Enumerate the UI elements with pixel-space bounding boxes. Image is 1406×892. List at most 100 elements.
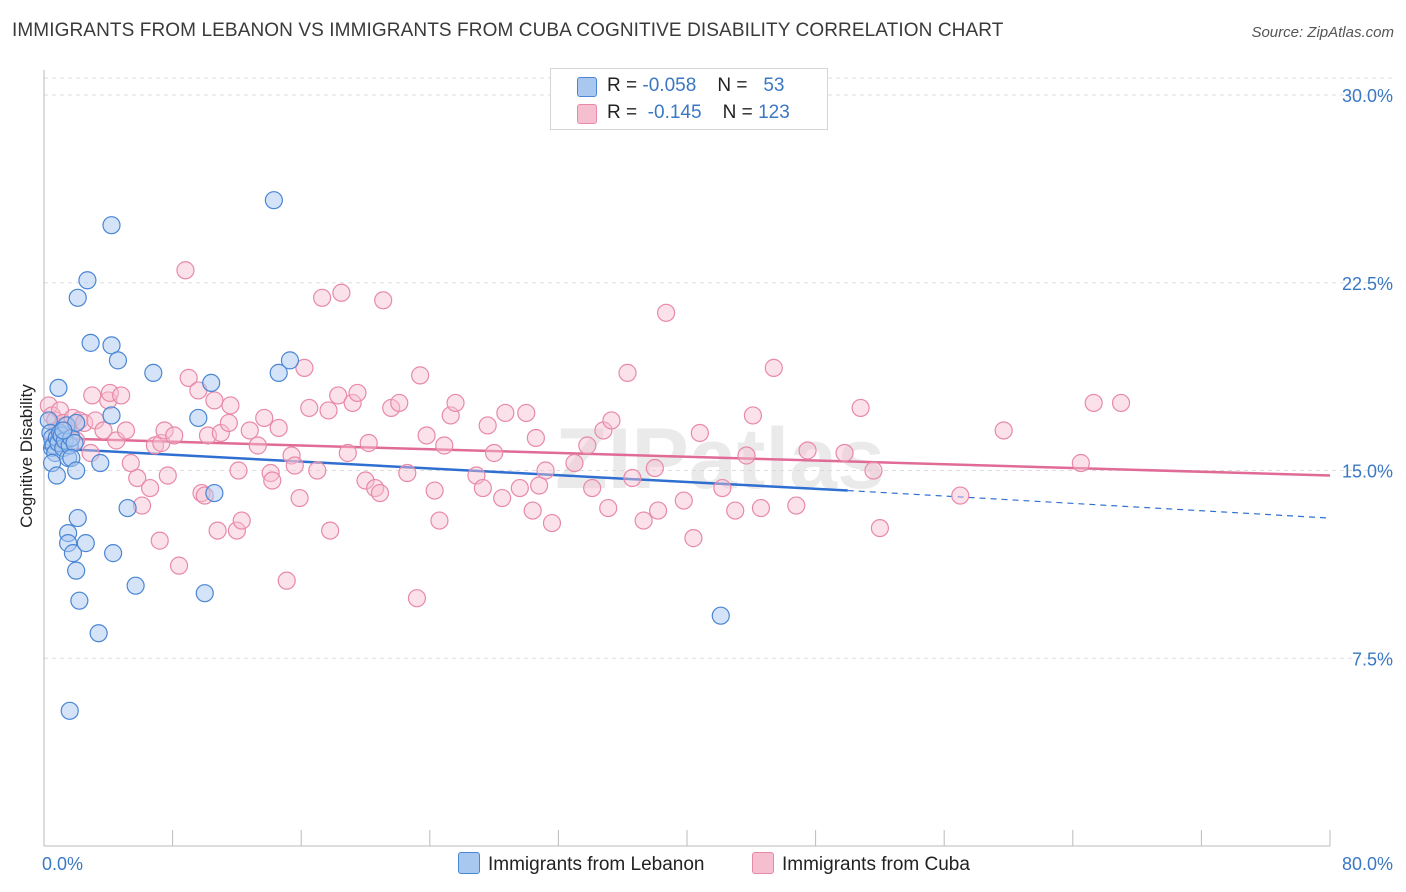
cuba-point (338, 443, 357, 463)
lebanon-point (104, 544, 123, 563)
cuba-point (526, 428, 545, 448)
cuba-point (618, 363, 637, 382)
cuba-trend-line (43, 436, 1331, 477)
lebanon-point (67, 561, 86, 580)
cuba-point (128, 468, 147, 488)
cuba-point (523, 501, 542, 520)
lebanon-point (76, 534, 95, 553)
cuba-point (308, 461, 327, 480)
cuba-point (713, 478, 732, 498)
cuba-point (285, 456, 304, 475)
cuba-point (176, 261, 195, 280)
cuba-point (411, 366, 430, 385)
cuba-point (726, 501, 745, 520)
lebanon-point (108, 351, 128, 370)
cuba-point (295, 358, 314, 377)
cuba-point (530, 476, 549, 495)
cuba-legend-swatch (752, 852, 774, 874)
cuba-point (1071, 453, 1090, 473)
lebanon-point (126, 576, 145, 595)
cuba-point (263, 471, 282, 490)
legend-r-value: -0.058 (642, 75, 697, 96)
cuba-point (485, 443, 504, 463)
cuba-point (169, 556, 189, 575)
lebanon-point (102, 216, 121, 235)
lebanon-trend-line (43, 446, 848, 492)
lebanon-point (89, 624, 108, 643)
x-tick-label: 80.0% (1342, 854, 1393, 874)
cuba-point (312, 288, 332, 307)
cuba-point (179, 368, 198, 387)
lebanon-point (60, 701, 79, 720)
y-tick-label: 22.5% (1342, 274, 1393, 294)
cuba-point (737, 446, 756, 465)
cuba-point (370, 483, 390, 503)
lebanon-point (81, 333, 100, 352)
cuba-point (83, 386, 102, 405)
cuba-point (332, 283, 351, 302)
cuba-point (510, 478, 529, 498)
x-tick-label: 0.0% (42, 854, 83, 874)
trend-lines (43, 436, 1331, 519)
cuba-point (496, 403, 515, 423)
lebanon-point (78, 271, 97, 290)
cuba-point (343, 393, 362, 413)
cuba-point (657, 303, 676, 322)
cuba-point (407, 589, 427, 608)
series-cuba-points (39, 261, 1131, 608)
cuba-point (205, 391, 224, 410)
cuba-point (517, 403, 536, 423)
cuba-point (602, 411, 621, 430)
lebanon-point (68, 288, 87, 307)
cuba-point (107, 431, 126, 450)
source-label: Source: ZipAtlas.com (1251, 24, 1394, 41)
cuba-point (623, 468, 642, 488)
lebanon-point (91, 453, 110, 473)
lebanon-point (49, 378, 68, 398)
cuba-point (165, 426, 184, 445)
lebanon-point (70, 591, 89, 610)
y-tick-label: 15.0% (1342, 462, 1393, 482)
cuba-point (221, 396, 240, 415)
y-axis-label: Cognitive Disability (17, 384, 36, 528)
y-tick-label: 30.0% (1342, 86, 1393, 106)
chart-title: IMMIGRANTS FROM LEBANON VS IMMIGRANTS FR… (12, 20, 1004, 41)
lebanon-point (118, 498, 137, 518)
cuba-point (255, 408, 274, 428)
cuba-point (398, 463, 417, 483)
axes (43, 70, 1331, 847)
legend-n-label: N = (722, 102, 753, 123)
cuba-point (348, 383, 367, 403)
legend-r-value: -0.145 (647, 102, 702, 123)
cuba-point (374, 291, 393, 310)
cuba-point (321, 521, 340, 540)
cuba-point (684, 529, 703, 548)
cuba-point (290, 488, 309, 508)
gridlines (44, 77, 1392, 659)
legend-n-value: 123 (758, 102, 790, 123)
cuba-point (648, 501, 668, 520)
lebanon-point (68, 508, 87, 528)
cuba-point (248, 436, 267, 455)
lebanon-point (269, 363, 288, 382)
lebanon-point (189, 408, 208, 428)
cuba-point (493, 488, 512, 508)
cuba-point (565, 453, 584, 473)
cuba-point (674, 491, 693, 510)
cuba-point (764, 358, 783, 377)
y-tick-label: 7.5% (1352, 649, 1393, 669)
cuba-point (219, 413, 238, 433)
cuba-point (227, 521, 246, 540)
cuba-point (578, 436, 597, 455)
legend-r-label: R = (607, 102, 638, 123)
lebanon-point (202, 373, 221, 393)
cuba-swatch (577, 104, 597, 124)
lebanon-trend-extension (847, 489, 1331, 519)
lebanon-point (264, 191, 283, 210)
cuba-point (269, 418, 288, 438)
cuba-point (94, 421, 113, 440)
cuba-point (951, 486, 970, 505)
lebanon-point (102, 336, 121, 355)
cuba-point (425, 481, 444, 500)
cuba-point (599, 498, 618, 518)
